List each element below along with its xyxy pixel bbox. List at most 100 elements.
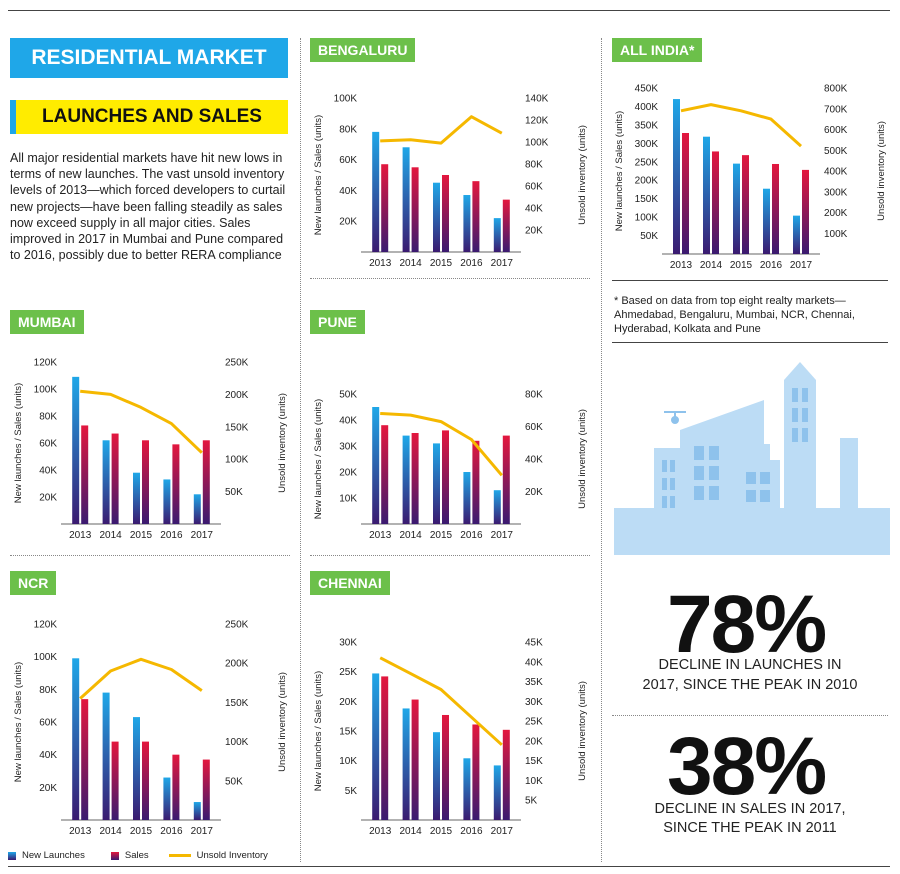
y-tick-label-2: 60K	[339, 155, 357, 166]
bar-sales-2016	[772, 163, 779, 254]
bar-sales-2015	[142, 741, 149, 820]
chart-chennai: 5K 10K 15K 20K 25K 30K 5K 10K 15K 20K 25K 30K 35K 40K…	[313, 638, 588, 838]
y-tick-label-4: 25K	[339, 667, 357, 678]
section-divider-6	[612, 715, 888, 716]
y-tick-label-2: 150K	[635, 194, 659, 205]
bar-sales-2016	[472, 724, 480, 820]
bar-sales-2014	[411, 433, 419, 524]
y2-tick-label-4: 250K	[225, 358, 249, 369]
bar-launches-2016	[763, 188, 770, 254]
y-tick-label-6: 350K	[635, 120, 659, 131]
y-axis-label: New launches / Sales (units)	[614, 111, 625, 231]
y2-axis-label: Unsold inventory (units)	[876, 121, 887, 221]
bar-launches-2013	[72, 658, 80, 820]
bar-sales-2015	[442, 714, 449, 820]
section-divider-3	[310, 555, 590, 556]
x-tick-label-2017: 2017	[790, 260, 813, 271]
y-tick-label-7: 400K	[635, 102, 659, 113]
x-tick-label-2013: 2013	[369, 530, 392, 541]
section-divider-5	[612, 342, 888, 343]
y2-axis-label: Unsold inventory (units)	[577, 681, 588, 781]
y2-axis-label: Unsold inventory (units)	[577, 125, 588, 225]
bar-launches-2013	[372, 673, 380, 820]
bar-launches-2015	[433, 732, 440, 820]
column-divider-right	[601, 38, 602, 862]
bar-sales-2015	[442, 430, 449, 524]
y2-tick-label-2: 150K	[225, 422, 249, 433]
y-tick-label-5: 300K	[635, 139, 659, 150]
y-tick-label-1: 10K	[339, 756, 357, 767]
top-rule	[8, 10, 890, 11]
line-unsold-inventory	[380, 412, 503, 477]
y-tick-label-3: 40K	[339, 416, 357, 427]
y-axis-label: New launches / Sales (units)	[313, 399, 324, 519]
x-tick-label-2017: 2017	[491, 258, 514, 269]
y-tick-label-5: 120K	[34, 620, 58, 631]
y2-tick-label-4: 25K	[525, 717, 543, 728]
y2-tick-label-1: 100K	[225, 737, 249, 748]
x-tick-label-2015: 2015	[430, 258, 453, 269]
chart-mumbai: 20K 40K 60K 80K 100K 120K 50K 100K 150K 200K 250K N…	[13, 358, 288, 542]
y2-tick-label-5: 30K	[525, 697, 543, 708]
bar-sales-2017	[202, 759, 210, 820]
bar-launches-2014	[102, 440, 110, 524]
x-tick-label-2017: 2017	[491, 530, 514, 541]
bar-sales-2015	[742, 155, 749, 254]
tag-chennai: CHENNAI	[310, 571, 390, 595]
tag-all-india: ALL INDIA*	[612, 38, 703, 62]
y2-tick-label-4: 500K	[824, 146, 848, 157]
y-tick-label-2: 30K	[339, 442, 357, 453]
bar-sales-2013	[682, 133, 689, 254]
chart-bengaluru: 20K 40K 60K 80K 100K 20K 40K 60K 80K 100K 120K 140K…	[313, 94, 588, 270]
x-tick-label-2013: 2013	[369, 826, 392, 837]
chart-all-india: 50K 100K 150K 200K 250K 300K 350K 400K 450K 100K 2…	[614, 84, 887, 272]
bar-launches-2015	[433, 443, 440, 524]
y-tick-label-4: 50K	[339, 390, 357, 401]
x-tick-label-2013: 2013	[369, 258, 392, 269]
bar-sales-2017	[802, 169, 809, 254]
legend: New Launches Sales Unsold Inventory	[8, 850, 268, 861]
y2-tick-label-7: 40K	[525, 657, 543, 668]
bar-launches-2013	[372, 131, 380, 252]
y2-tick-label-1: 40K	[525, 204, 543, 215]
y-tick-label-8: 450K	[635, 84, 659, 95]
bar-launches-2016	[463, 472, 471, 524]
line-unsold-inventory	[79, 657, 203, 700]
y-tick-label-4: 100K	[34, 385, 58, 396]
bar-sales-2013	[381, 425, 389, 524]
intro-text: All major residential markets have hit n…	[10, 151, 286, 263]
section-divider-1	[310, 278, 590, 279]
bar-sales-2013	[381, 676, 389, 820]
footnote: * Based on data from top eight realty ma…	[614, 295, 855, 335]
y-tick-label-2: 60K	[39, 439, 57, 450]
y2-axis-label: Unsold inventory (units)	[277, 672, 288, 772]
y2-tick-label-2: 300K	[824, 187, 848, 198]
bar-sales-2015	[442, 175, 449, 252]
chart-pune: 10K 20K 30K 40K 50K 20K 40K 60K 80K New launches …	[313, 390, 588, 542]
x-tick-label-2014: 2014	[99, 530, 122, 541]
x-tick-label-2014: 2014	[99, 826, 122, 837]
y2-tick-label-0: 100K	[824, 229, 848, 240]
y-tick-label-3: 80K	[39, 685, 57, 696]
bar-sales-2017	[502, 199, 510, 252]
bar-launches-2017	[493, 765, 501, 820]
y2-tick-label-2: 60K	[525, 182, 543, 193]
x-tick-label-2016: 2016	[460, 530, 483, 541]
y2-tick-label-2: 15K	[525, 756, 543, 767]
y2-tick-label-4: 100K	[525, 138, 549, 149]
y-tick-label-3: 20K	[339, 697, 357, 708]
x-tick-label-2017: 2017	[191, 530, 214, 541]
bar-launches-2016	[163, 777, 171, 820]
y2-tick-label-3: 20K	[525, 736, 543, 747]
bar-launches-2014	[402, 435, 410, 524]
bar-launches-2016	[463, 195, 471, 252]
y-tick-label-2: 60K	[39, 718, 57, 729]
y-tick-label-0: 20K	[39, 783, 57, 794]
bar-sales-2016	[472, 440, 480, 524]
bar-launches-2016	[163, 479, 171, 524]
y-tick-label-5: 120K	[34, 358, 58, 369]
bar-sales-2015	[142, 440, 149, 524]
y-tick-label-4: 250K	[635, 157, 659, 168]
line-unsold-inventory	[680, 103, 803, 148]
stat-sales-caption-2: SINCE THE PEAK IN 2011	[663, 820, 837, 836]
